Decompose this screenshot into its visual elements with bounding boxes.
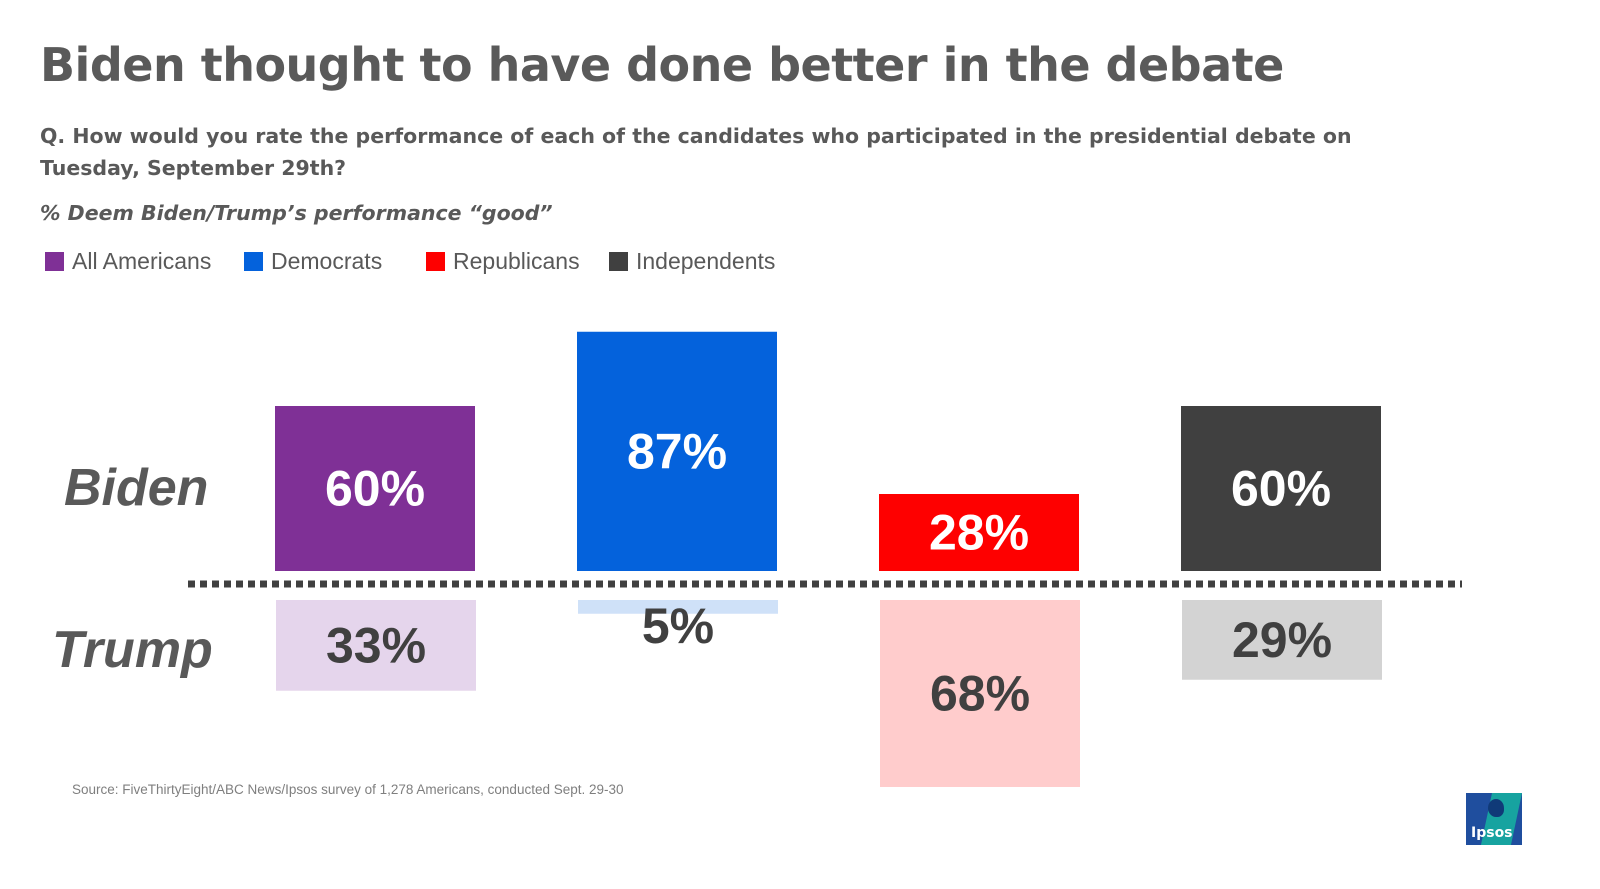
bar-trump-all-americans [276,600,476,691]
legend-label-republicans: Republicans [453,248,580,274]
row-label-biden: Biden [64,459,209,517]
data-label-trump-independents: 29% [1232,612,1332,668]
legend-swatch-republicans [426,252,445,271]
legend-item-independents: Independents [609,248,775,275]
data-label-biden-all-americans: 60% [325,461,425,517]
bar-biden-republicans [879,494,1079,571]
bar-biden-democrats [577,331,777,571]
data-label-biden-independents: 60% [1231,461,1331,517]
bar-biden-all-americans [275,406,475,571]
data-label-trump-democrats: 5% [642,598,714,654]
legend-label-independents: Independents [636,248,776,274]
chart-title: Biden thought to have done better in the… [40,38,1284,92]
bar-trump-independents [1182,600,1382,680]
legend-swatch-independents [609,252,628,271]
legend-item-all-americans: All Americans [45,248,211,275]
data-label-biden-republicans: 28% [929,505,1029,561]
data-label-trump-republicans: 68% [930,666,1030,722]
survey-question: Q. How would you rate the performance of… [40,124,1352,180]
ipsos-logo: Ipsos [1466,793,1522,845]
source-note: Source: FiveThirtyEight/ABC News/Ipsos s… [72,782,624,797]
data-label-biden-democrats: 87% [627,423,727,479]
legend-item-republicans: Republicans [426,248,580,275]
data-label-trump-all-americans: 33% [326,617,426,673]
legend-label-all-americans: All Americans [72,248,212,274]
legend-item-democrats: Democrats [244,248,382,275]
metric-subtitle: % Deem Biden/Trump’s performance “good” [40,201,553,225]
bar-trump-democrats [578,600,778,614]
bar-trump-republicans [880,600,1080,787]
logo-text: Ipsos [1471,825,1513,841]
row-label-trump: Trump [52,621,213,679]
legend-label-democrats: Democrats [271,248,383,274]
legend-swatch-democrats [244,252,263,271]
bar-biden-independents [1181,406,1381,571]
legend-swatch-all-americans [45,252,64,271]
